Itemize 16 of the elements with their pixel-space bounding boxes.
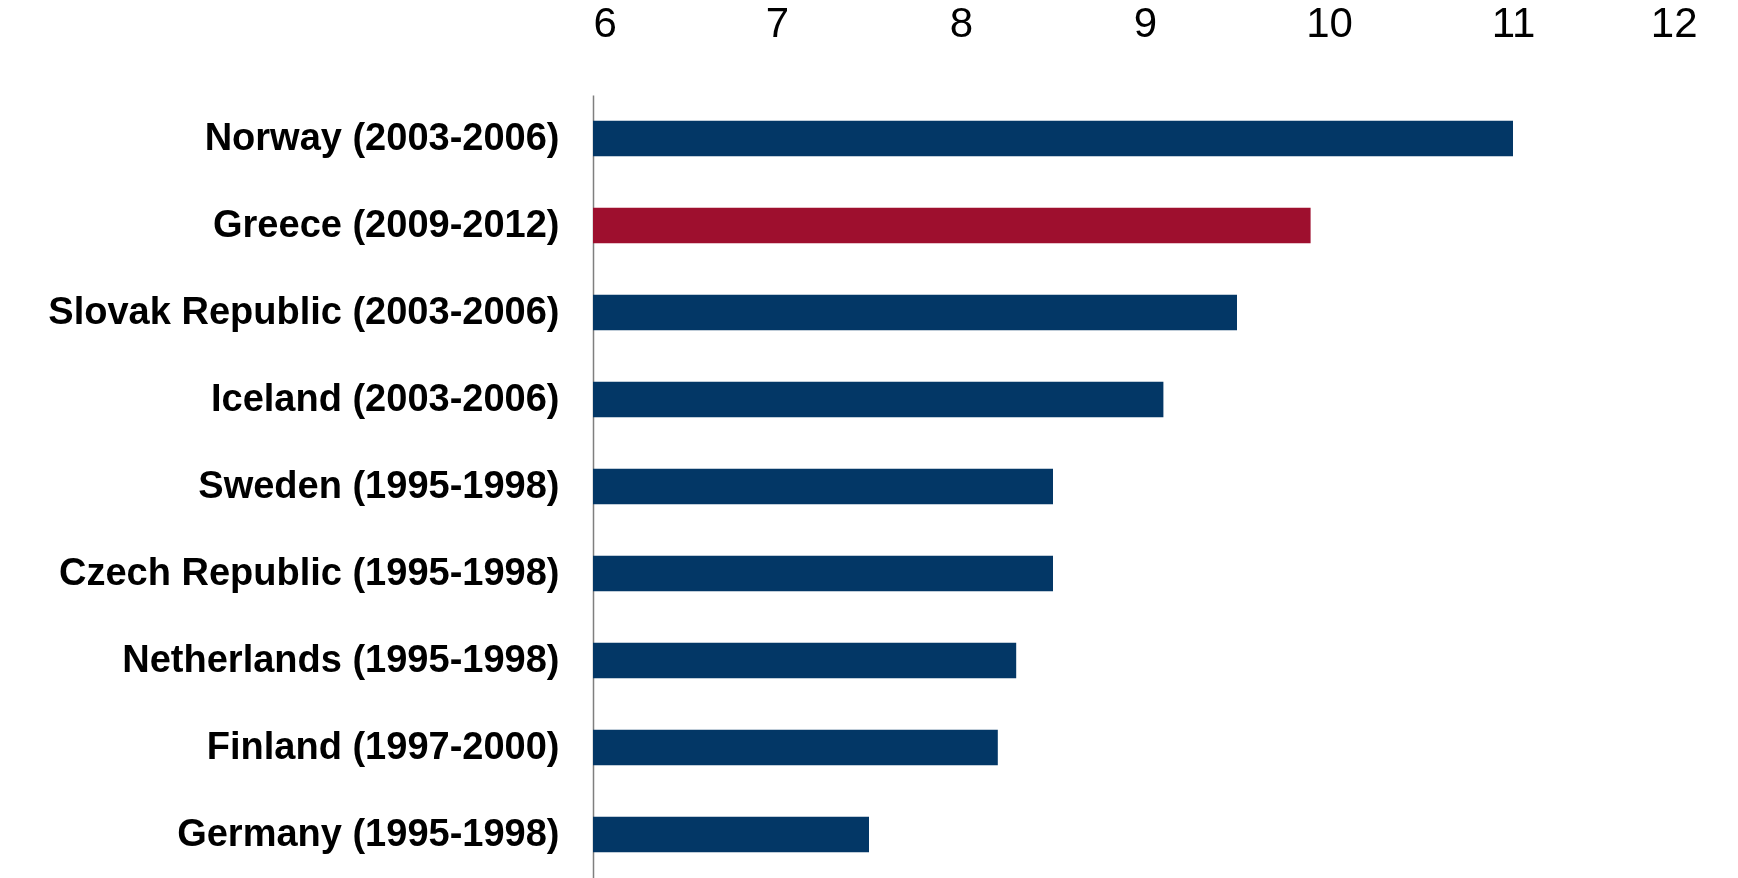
x-tick-label: 9 [1133,0,1158,46]
x-tick-label: 6 [593,0,617,46]
x-tick-label: 10 [1306,0,1353,46]
x-tick-label: 8 [949,0,974,46]
y-tick-label: Finland (1997-2000) [206,724,560,767]
x-tick-label: 12 [1650,0,1698,46]
y-tick-label: Greece (2009-2012) [213,202,560,245]
x-tick-label: 11 [1491,0,1536,46]
y-tick-label: Germany (1995-1998) [177,811,560,854]
y-tick-label: Czech Republic (1995-1998) [58,550,560,593]
y-tick-label: Iceland (2003-2006) [210,376,560,419]
y-tick-label: Netherlands (1995-1998) [122,637,560,680]
y-tick-label: Sweden (1995-1998) [198,463,560,506]
x-tick-label: 7 [765,0,790,46]
y-tick-label: Norway (2003-2006) [204,115,560,158]
y-tick-label: Slovak Republic (2003-2006) [48,289,560,332]
